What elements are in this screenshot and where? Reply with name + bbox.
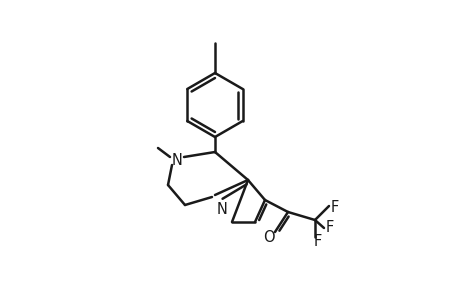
Text: F: F — [313, 235, 321, 250]
Text: N: N — [171, 152, 182, 167]
Text: N: N — [216, 202, 227, 217]
Text: F: F — [330, 200, 338, 214]
Text: F: F — [325, 220, 333, 236]
Text: O: O — [263, 230, 274, 244]
